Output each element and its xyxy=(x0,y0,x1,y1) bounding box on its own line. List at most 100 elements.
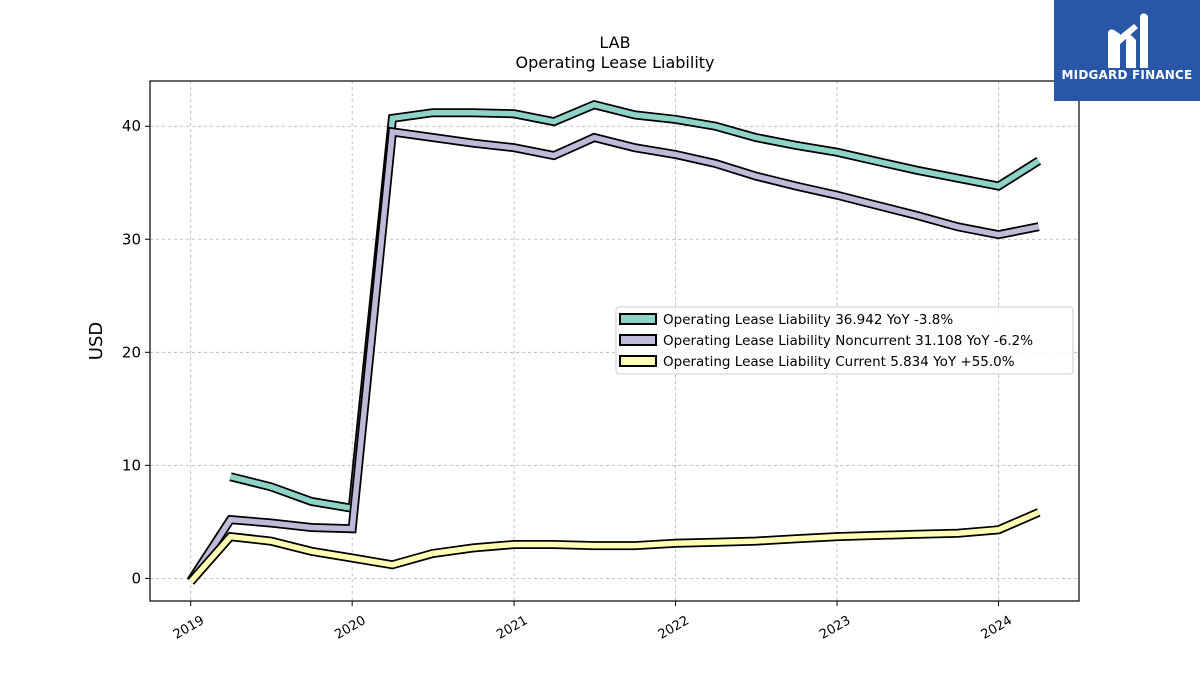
legend-label: Operating Lease Liability Current 5.834 … xyxy=(663,354,1015,370)
data-point xyxy=(471,545,476,550)
data-point xyxy=(673,541,678,546)
data-point xyxy=(1036,510,1041,515)
data-point xyxy=(1036,158,1041,163)
legend-label: Operating Lease Liability Noncurrent 31.… xyxy=(663,333,1033,349)
data-point xyxy=(430,135,435,140)
data-point xyxy=(390,116,395,121)
data-point xyxy=(794,143,799,148)
data-point xyxy=(350,526,355,531)
data-point xyxy=(551,542,556,547)
data-point xyxy=(309,499,314,504)
data-point xyxy=(390,562,395,567)
data-point xyxy=(713,161,718,166)
legend: Operating Lease Liability 36.942 YoY -3.… xyxy=(615,306,1074,375)
data-point xyxy=(309,549,314,554)
data-point xyxy=(915,532,920,537)
data-point xyxy=(753,135,758,140)
x-axis: 2019 2020 2021 2022 2023 2024 xyxy=(171,601,1015,643)
data-point xyxy=(835,193,840,198)
data-point xyxy=(955,224,960,229)
data-point xyxy=(188,579,193,584)
data-point xyxy=(430,551,435,556)
data-point xyxy=(874,203,879,208)
data-point xyxy=(512,542,517,547)
data-point xyxy=(592,543,597,548)
x-tick-label: 2023 xyxy=(817,613,853,643)
legend-swatch xyxy=(619,313,657,325)
data-point xyxy=(996,184,1001,189)
series-2 xyxy=(186,126,1041,584)
series-line xyxy=(188,128,1040,583)
data-point xyxy=(309,525,314,530)
data-point xyxy=(713,124,718,129)
data-point xyxy=(915,213,920,218)
data-point xyxy=(874,533,879,538)
y-tick-label: 0 xyxy=(131,569,141,587)
data-point xyxy=(835,534,840,539)
data-point xyxy=(632,112,637,117)
data-point xyxy=(228,517,233,522)
data-point xyxy=(835,150,840,155)
y-tick-label: 20 xyxy=(122,343,141,361)
data-point xyxy=(1036,224,1041,229)
data-point xyxy=(228,534,233,539)
data-point xyxy=(996,527,1001,532)
chart-subtitle: Operating Lease Liability xyxy=(515,53,714,72)
data-point xyxy=(996,232,1001,237)
legend-frame xyxy=(615,306,1074,375)
series-lines xyxy=(186,99,1042,585)
data-point xyxy=(430,110,435,115)
x-tick-label: 2020 xyxy=(332,613,368,643)
y-axis: 0 10 20 30 40 xyxy=(122,117,150,587)
legend-swatch xyxy=(619,334,657,346)
data-point xyxy=(955,176,960,181)
legend-item: Operating Lease Liability 36.942 YoY -3.… xyxy=(619,312,953,328)
legend-label: Operating Lease Liability 36.942 YoY -3.… xyxy=(663,312,953,328)
brand-logo: MIDGARD FINANCE xyxy=(1054,0,1200,101)
series-line xyxy=(188,509,1040,584)
data-point xyxy=(268,521,273,526)
x-tick-label: 2024 xyxy=(979,613,1015,643)
data-point xyxy=(592,135,597,140)
series-3 xyxy=(187,508,1041,585)
plot-area-frame xyxy=(149,80,1080,602)
y-tick-label: 30 xyxy=(122,230,141,248)
data-point xyxy=(390,129,395,134)
x-tick-label: 2022 xyxy=(656,613,692,643)
data-point xyxy=(632,543,637,548)
midgard-logo-icon xyxy=(1108,13,1148,68)
x-tick-label: 2019 xyxy=(171,613,207,643)
data-point xyxy=(268,484,273,489)
data-point xyxy=(592,102,597,107)
data-point xyxy=(632,145,637,150)
data-point xyxy=(551,119,556,124)
data-point xyxy=(874,159,879,164)
legend-item: Operating Lease Liability Current 5.834 … xyxy=(619,354,1015,370)
data-point xyxy=(228,474,233,479)
data-point xyxy=(955,531,960,536)
legend-swatch xyxy=(619,355,657,367)
data-point xyxy=(794,184,799,189)
data-point xyxy=(350,556,355,561)
data-point xyxy=(551,153,556,158)
data-point xyxy=(471,141,476,146)
data-point xyxy=(915,168,920,173)
data-point xyxy=(512,111,517,116)
chart-title: LAB xyxy=(599,33,630,52)
y-tick-label: 40 xyxy=(122,117,141,135)
data-point xyxy=(753,174,758,179)
y-axis-label: USD xyxy=(86,322,107,360)
data-point xyxy=(471,110,476,115)
data-point xyxy=(713,540,718,545)
y-tick-label: 10 xyxy=(122,456,141,474)
brand-name: MIDGARD FINANCE xyxy=(1061,68,1193,82)
data-point xyxy=(268,539,273,544)
data-point xyxy=(794,536,799,541)
legend-item: Operating Lease Liability Noncurrent 31.… xyxy=(619,333,1033,349)
data-point xyxy=(512,145,517,150)
data-point xyxy=(753,539,758,544)
data-point xyxy=(673,152,678,157)
data-point xyxy=(673,117,678,122)
x-tick-label: 2021 xyxy=(494,613,530,643)
